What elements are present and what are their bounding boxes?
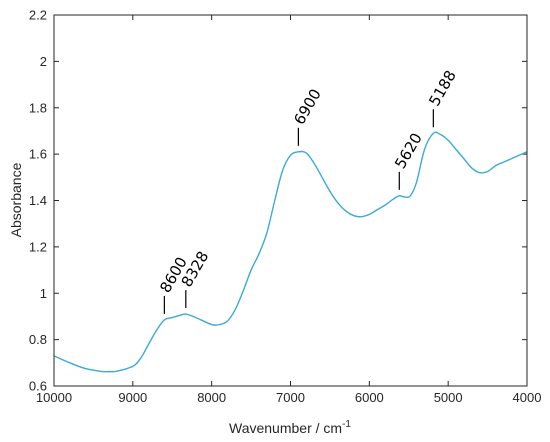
x-tick-label: 8000 bbox=[197, 390, 226, 405]
y-tick-label: 1.2 bbox=[29, 239, 47, 254]
absorbance-series-line bbox=[53, 131, 528, 373]
y-tick-label: 0.6 bbox=[29, 379, 47, 394]
y-axis-title-group: Absorbance bbox=[8, 162, 24, 237]
plot-frame bbox=[53, 14, 528, 387]
y-tick-label: 0.8 bbox=[29, 332, 47, 347]
y-tick-label: 2.2 bbox=[29, 8, 47, 23]
y-tick-label: 1.6 bbox=[29, 147, 47, 162]
x-tick-label: 10000 bbox=[36, 390, 72, 405]
y-tick-label: 1 bbox=[40, 286, 47, 301]
x-tick-label: 5000 bbox=[434, 390, 463, 405]
x-tick-label: 4000 bbox=[513, 390, 542, 405]
y-tick-label: 1.8 bbox=[29, 100, 47, 115]
x-axis-title-text: Wavenumber / cm bbox=[229, 420, 342, 436]
peak-label: 5188 bbox=[425, 67, 460, 109]
x-tick-label: 9000 bbox=[118, 390, 147, 405]
tick-label-group: 10000 9000 8000 7000 6000 5000 4000 0.6 0.8 1 1.2 1… bbox=[29, 8, 542, 406]
y-tick-label: 2 bbox=[40, 54, 47, 69]
x-axis-title: Wavenumber / cm-1 bbox=[229, 419, 351, 436]
x-tick-label: 6000 bbox=[355, 390, 384, 405]
x-axis-title-superscript: -1 bbox=[342, 419, 351, 430]
y-axis-title: Absorbance bbox=[8, 162, 24, 237]
x-tick-label: 7000 bbox=[276, 390, 305, 405]
tick-group bbox=[53, 14, 528, 387]
y-tick-label: 1.4 bbox=[29, 193, 47, 208]
peak-label: 6900 bbox=[290, 86, 325, 128]
